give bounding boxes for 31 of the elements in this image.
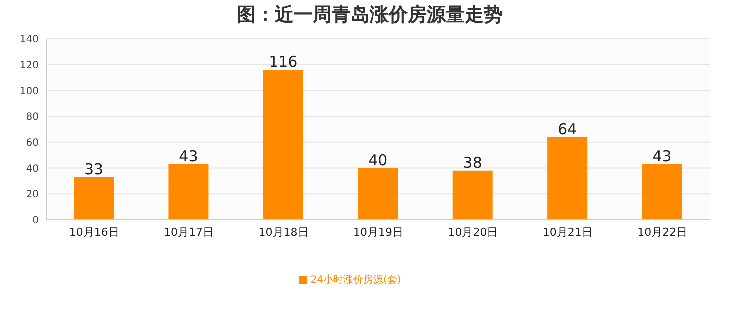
bar — [452, 170, 493, 220]
data-label: 38 — [463, 154, 482, 172]
bar — [358, 168, 398, 220]
data-label: 43 — [179, 147, 198, 166]
data-label: 43 — [652, 147, 672, 166]
bar — [74, 177, 114, 220]
chart-title: 图：近一周青岛涨价房源量走势 — [236, 3, 504, 28]
y-tick-label: 80 — [26, 112, 39, 124]
y-tick-label: 20 — [26, 190, 39, 201]
y-tick-label: 0 — [32, 216, 39, 227]
bar — [548, 137, 588, 220]
bar — [263, 70, 304, 220]
y-tick-label: 100 — [20, 86, 39, 98]
x-tick-label: 10月18日 — [258, 226, 309, 239]
x-tick-label: 10月20日 — [448, 226, 498, 239]
y-tick-label: 120 — [20, 60, 39, 72]
data-label: 116 — [269, 53, 298, 72]
data-label: 33 — [84, 160, 104, 178]
x-tick-label: 10月21日 — [542, 226, 593, 239]
bar — [642, 164, 682, 220]
x-tick-label: 10月16日 — [69, 226, 120, 239]
data-label: 40 — [368, 151, 388, 170]
y-tick-label: 40 — [26, 164, 39, 175]
legend-label: 24小时涨价房源(套) — [310, 275, 402, 286]
y-tick-label: 140 — [20, 34, 39, 46]
data-label: 64 — [558, 120, 578, 138]
bar — [168, 164, 209, 220]
x-tick-label: 10月19日 — [354, 226, 404, 239]
y-tick-label: 60 — [26, 138, 39, 149]
x-tick-label: 10月17日 — [164, 226, 214, 239]
x-tick-label: 10月22日 — [638, 226, 688, 239]
